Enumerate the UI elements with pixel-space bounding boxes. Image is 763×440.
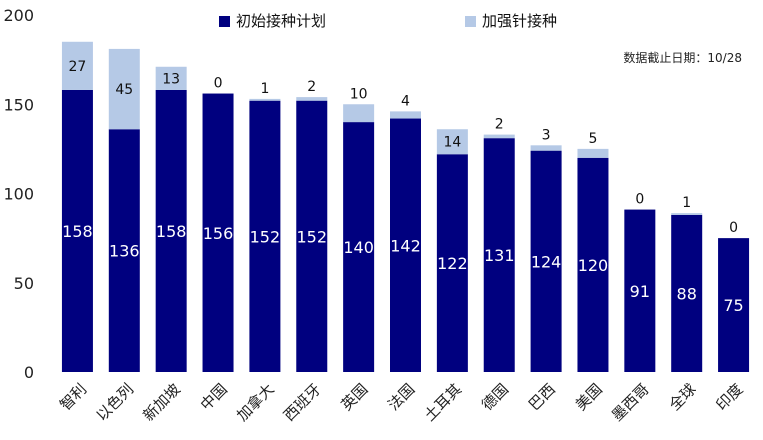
- y-tick-label: 100: [3, 185, 34, 204]
- x-tick-label: 法国: [384, 380, 418, 414]
- x-tick-label: 巴西: [525, 380, 559, 414]
- x-tick-label: 墨西哥: [608, 380, 653, 425]
- bar-value-label-booster: 1: [260, 81, 269, 97]
- bar-booster: [577, 148, 609, 158]
- bar-value-label-initial: 158: [62, 222, 93, 241]
- y-tick-label: 0: [24, 363, 34, 382]
- x-tick-label: 美国: [572, 380, 606, 414]
- x-tick-label: 中国: [197, 380, 231, 414]
- bar-value-label-booster: 2: [495, 117, 504, 133]
- bar-value-label-initial: 124: [531, 252, 562, 271]
- x-axis: 智利 以色列 新加坡 中国 加拿大 西班牙 英国 法国 土耳其 德国 巴西 美国 墨西哥 全球 印度: [56, 380, 746, 425]
- bar-value-label-booster: 10: [350, 86, 368, 102]
- bar-value-label-booster: 1: [682, 195, 691, 211]
- bar-initial: [718, 238, 750, 372]
- x-tick-label: 以色列: [93, 380, 138, 425]
- bar-value-label-booster: 45: [115, 82, 133, 98]
- bar-value-label-initial: 156: [203, 224, 234, 243]
- y-axis: 0 50 100 150 200: [3, 6, 34, 382]
- bar-initial: [530, 150, 562, 372]
- bar-value-label-booster: 0: [635, 192, 644, 208]
- bar-value-label-booster: 27: [69, 59, 87, 75]
- x-tick-label: 全球: [666, 380, 700, 414]
- y-tick-label: 200: [3, 6, 34, 25]
- bar-initial: [202, 93, 234, 372]
- bar-value-label-booster: 2: [307, 79, 316, 95]
- bar-initial: [483, 138, 515, 372]
- x-tick-label: 德国: [478, 380, 512, 414]
- x-tick-label: 西班牙: [280, 380, 325, 425]
- bar-initial: [390, 118, 421, 372]
- bar-value-label-booster: 0: [729, 220, 738, 236]
- bar-value-label-booster: 4: [401, 93, 410, 109]
- bar-booster: [61, 41, 93, 90]
- bar-initial: [249, 100, 281, 373]
- x-tick-label: 加拿大: [233, 380, 278, 425]
- x-tick-label: 印度: [712, 380, 746, 414]
- bar-value-label-initial: 122: [437, 254, 468, 273]
- bars: [61, 41, 750, 373]
- bar-value-label-initial: 152: [296, 227, 327, 246]
- bar-initial: [61, 89, 93, 372]
- x-tick-label: 智利: [56, 380, 90, 414]
- bar-value-label-initial: 140: [343, 238, 374, 257]
- legend-swatch-initial: [219, 16, 230, 27]
- bar-value-label-initial: 131: [484, 246, 515, 265]
- bar-value-label-booster: 0: [214, 76, 223, 92]
- y-tick-label: 150: [3, 95, 34, 114]
- bar-initial: [624, 209, 656, 372]
- bar-value-label-initial: 142: [390, 236, 421, 255]
- legend: 初始接种计划 加强针接种: [219, 12, 557, 30]
- bar-booster: [296, 97, 328, 101]
- bar-initial: [671, 214, 703, 372]
- bar-value-label-initial: 120: [578, 256, 609, 275]
- bar-value-label-initial: 88: [677, 284, 697, 303]
- bar-booster: [483, 134, 515, 139]
- bar-booster: [249, 98, 281, 101]
- x-tick-label: 土耳其: [421, 380, 466, 425]
- bar-value-label-booster: 14: [443, 135, 461, 151]
- legend-swatch-booster: [465, 16, 476, 27]
- bar-initial: [155, 89, 187, 372]
- bar-value-label-initial: 75: [723, 296, 743, 315]
- legend-label-initial: 初始接种计划: [236, 12, 326, 30]
- bar-initial: [577, 157, 609, 372]
- bar-value-label-booster: 5: [589, 131, 598, 147]
- bar-booster: [108, 48, 140, 130]
- data-cutoff-note: 数据截止日期：10/28: [623, 50, 742, 65]
- bar-value-label-booster: 3: [542, 127, 551, 143]
- bar-initial: [343, 122, 375, 372]
- x-tick-label: 英国: [338, 380, 372, 414]
- bar-value-label-booster: 13: [162, 71, 180, 87]
- bar-booster: [155, 66, 187, 90]
- bar-value-label-initial: 152: [250, 227, 281, 246]
- bar-value-label-initial: 91: [630, 282, 650, 301]
- data-labels: 1582713645158131560152115221401014241221…: [62, 59, 744, 315]
- bar-booster: [343, 104, 375, 123]
- bar-initial: [296, 100, 328, 373]
- bar-booster: [390, 111, 421, 119]
- x-tick-label: 新加坡: [139, 380, 184, 425]
- bar-initial: [436, 154, 468, 372]
- legend-label-booster: 加强针接种: [482, 12, 557, 30]
- bar-initial: [108, 129, 140, 372]
- bar-booster: [436, 129, 468, 155]
- bar-value-label-initial: 136: [109, 242, 140, 261]
- bar-value-label-initial: 158: [156, 222, 187, 241]
- bar-booster: [530, 145, 562, 151]
- y-tick-label: 50: [14, 274, 34, 293]
- bar-booster: [671, 213, 703, 215]
